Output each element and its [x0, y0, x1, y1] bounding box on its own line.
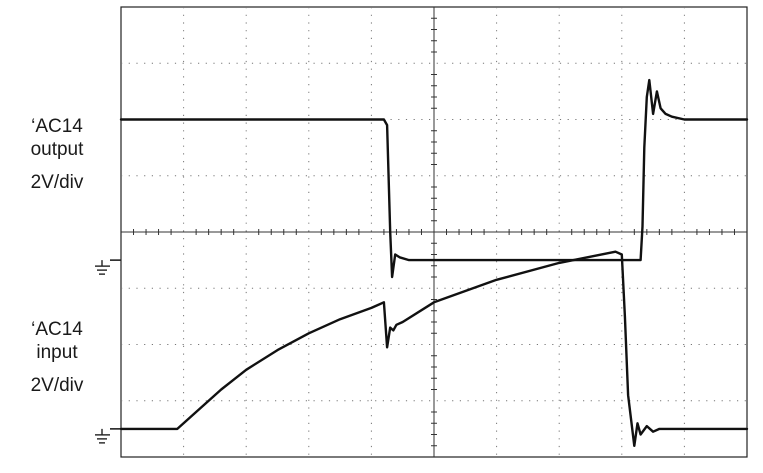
input-label-line1: ‘AC14 [31, 319, 83, 340]
ground-symbol-icon [95, 428, 121, 444]
output-label-line1: ‘AC14 [31, 116, 83, 137]
output-scale-label: 2V/div [30, 172, 84, 193]
output-channel-label: ‘AC14 output 2V/div [4, 115, 110, 194]
input-scale-label: 2V/div [30, 375, 84, 396]
input-label-line2: input [36, 342, 78, 363]
traces [119, 78, 749, 447]
output-label-line2: output [30, 139, 84, 160]
input-channel-label: ‘AC14 input 2V/div [4, 318, 110, 397]
ground-symbol-icon [95, 259, 121, 275]
graticule [120, 6, 748, 458]
ground-markers [95, 259, 121, 444]
input-trace [119, 250, 749, 447]
output-trace [119, 78, 749, 279]
